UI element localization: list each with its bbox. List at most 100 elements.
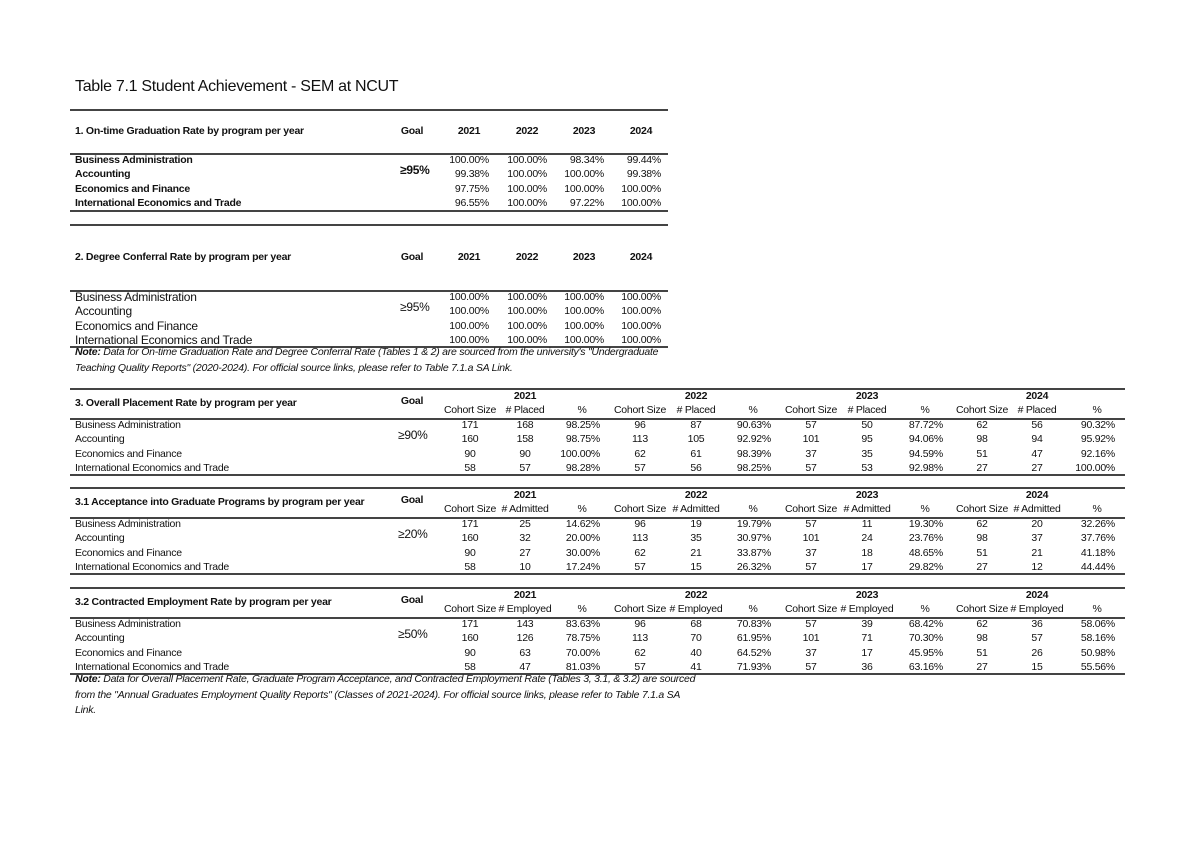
program-name: Economics and Finance bbox=[75, 182, 190, 195]
column-header: % bbox=[1092, 603, 1102, 615]
count-value: 32 bbox=[519, 532, 531, 545]
percent-value: 98.39% bbox=[736, 447, 771, 460]
rate-value: 100.00% bbox=[507, 319, 547, 332]
percent-value: 63.16% bbox=[908, 660, 943, 673]
cohort-size-value: 58 bbox=[464, 660, 476, 673]
year-header: 2024 bbox=[1025, 589, 1049, 601]
rate-value: 100.00% bbox=[564, 182, 604, 195]
program-name: Economics and Finance bbox=[75, 546, 182, 559]
goal-value: ≥90% bbox=[398, 428, 428, 442]
column-header: % bbox=[577, 503, 587, 515]
cohort-size-value: 98 bbox=[976, 532, 988, 545]
column-header: Cohort Size bbox=[955, 503, 1009, 515]
cohort-size-value: 51 bbox=[976, 447, 988, 460]
program-name: International Economics and Trade bbox=[75, 461, 230, 474]
program-name: Business Administration bbox=[75, 290, 197, 304]
count-value: 15 bbox=[1031, 660, 1043, 673]
goal-header: Goal bbox=[400, 251, 424, 263]
table-rule bbox=[70, 290, 668, 292]
count-value: 105 bbox=[687, 433, 705, 446]
program-name: International Economics and Trade bbox=[75, 560, 230, 573]
program-name: Accounting bbox=[75, 632, 125, 645]
cohort-size-value: 101 bbox=[802, 433, 820, 446]
year-header: 2024 bbox=[1025, 489, 1049, 501]
percent-value: 30.00% bbox=[565, 546, 600, 559]
cohort-size-value: 101 bbox=[802, 532, 820, 545]
count-value: 12 bbox=[1031, 560, 1043, 573]
goal-value: ≥50% bbox=[398, 627, 428, 641]
program-name: International Economics and Trade bbox=[75, 660, 230, 673]
column-header: Cohort Size bbox=[443, 603, 497, 615]
column-header: Cohort Size bbox=[784, 603, 838, 615]
count-value: 57 bbox=[519, 461, 531, 474]
year-header: 2022 bbox=[515, 251, 539, 263]
year-header: 2024 bbox=[629, 251, 653, 263]
cohort-size-value: 90 bbox=[464, 447, 476, 460]
count-value: 35 bbox=[861, 447, 873, 460]
percent-value: 68.42% bbox=[908, 618, 943, 630]
percent-value: 98.75% bbox=[565, 433, 600, 446]
cohort-size-value: 57 bbox=[805, 660, 817, 673]
cohort-size-value: 37 bbox=[805, 546, 817, 559]
percent-value: 87.72% bbox=[908, 419, 943, 431]
percent-value: 64.52% bbox=[736, 646, 771, 659]
table-rule bbox=[70, 153, 668, 155]
cohort-size-value: 57 bbox=[634, 560, 646, 573]
cohort-size-value: 51 bbox=[976, 646, 988, 659]
column-header: # Admitted bbox=[501, 503, 549, 515]
cohort-size-value: 27 bbox=[976, 461, 988, 474]
table-rule bbox=[70, 587, 1125, 589]
table-rule bbox=[70, 418, 1125, 420]
percent-value: 50.98% bbox=[1080, 646, 1115, 659]
rate-value: 100.00% bbox=[621, 333, 661, 346]
column-header: # Employed bbox=[498, 603, 552, 615]
percent-value: 94.59% bbox=[908, 447, 943, 460]
table-heading: 3.2 Contracted Employment Rate by progra… bbox=[75, 596, 332, 608]
cohort-size-value: 58 bbox=[464, 461, 476, 474]
percent-value: 29.82% bbox=[908, 560, 943, 573]
rate-value: 100.00% bbox=[621, 319, 661, 332]
column-header: % bbox=[920, 603, 930, 615]
count-value: 17 bbox=[861, 560, 873, 573]
count-value: 11 bbox=[861, 518, 873, 530]
count-value: 21 bbox=[690, 546, 702, 559]
year-header: 2022 bbox=[684, 589, 708, 601]
percent-value: 90.63% bbox=[736, 419, 771, 431]
percent-value: 61.95% bbox=[736, 632, 771, 645]
cohort-size-value: 160 bbox=[461, 532, 479, 545]
cohort-size-value: 57 bbox=[805, 461, 817, 474]
year-header: 2021 bbox=[513, 489, 537, 501]
count-value: 15 bbox=[690, 560, 702, 573]
cohort-size-value: 62 bbox=[976, 618, 988, 630]
count-value: 56 bbox=[1031, 419, 1043, 431]
program-name: Accounting bbox=[75, 433, 125, 446]
rate-value: 100.00% bbox=[507, 196, 547, 209]
count-value: 87 bbox=[690, 419, 702, 431]
percent-value: 94.06% bbox=[908, 433, 943, 446]
cohort-size-value: 62 bbox=[976, 518, 988, 530]
count-value: 20 bbox=[1031, 518, 1043, 530]
count-value: 36 bbox=[861, 660, 873, 673]
column-header: # Admitted bbox=[843, 503, 891, 515]
percent-value: 58.06% bbox=[1080, 618, 1115, 630]
cohort-size-value: 90 bbox=[464, 646, 476, 659]
column-header: # Placed bbox=[847, 404, 887, 416]
rate-value: 100.00% bbox=[564, 333, 604, 346]
column-header: Cohort Size bbox=[443, 404, 497, 416]
year-header: 2023 bbox=[572, 125, 596, 137]
rate-value: 100.00% bbox=[449, 154, 489, 166]
column-header: # Admitted bbox=[1013, 503, 1061, 515]
rate-value: 100.00% bbox=[507, 182, 547, 195]
rate-value: 100.00% bbox=[449, 319, 489, 332]
column-header: % bbox=[1092, 503, 1102, 515]
percent-value: 83.63% bbox=[565, 618, 600, 630]
percent-value: 81.03% bbox=[565, 660, 600, 673]
table-rule bbox=[70, 474, 1125, 476]
table-heading: 3. Overall Placement Rate by program per… bbox=[75, 397, 297, 409]
note-text: from the "Annual Graduates Employment Qu… bbox=[75, 688, 681, 701]
count-value: 36 bbox=[1031, 618, 1043, 630]
cohort-size-value: 96 bbox=[634, 518, 646, 530]
count-value: 68 bbox=[690, 618, 702, 630]
program-name: International Economics and Trade bbox=[75, 332, 253, 347]
cohort-size-value: 27 bbox=[976, 660, 988, 673]
